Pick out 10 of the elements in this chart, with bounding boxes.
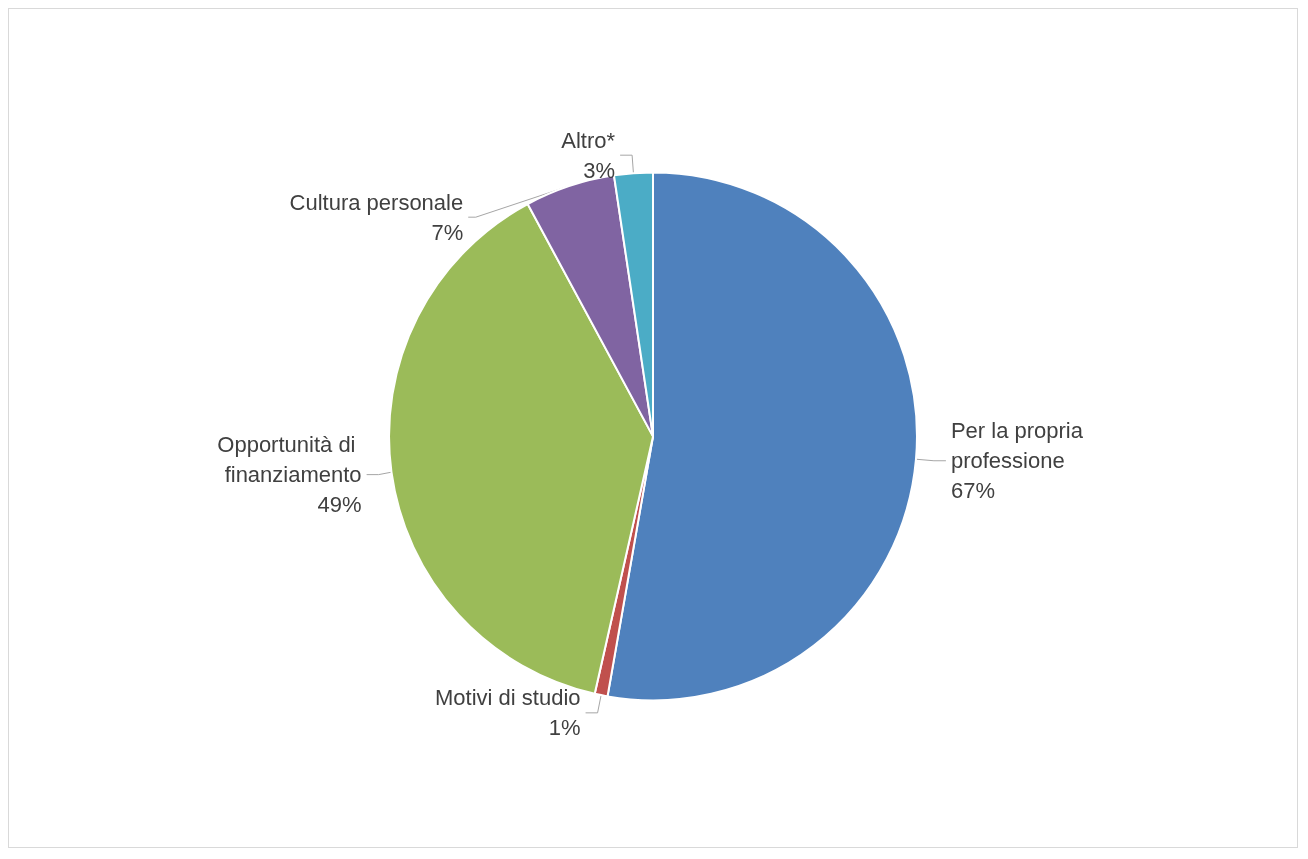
data-label: 7% <box>431 219 464 245</box>
slice-label: Per la propria professione <box>950 418 1090 474</box>
data-label: 49% <box>317 492 362 518</box>
slice-label: Cultura personale <box>289 189 464 215</box>
slice-label: Opportunità di finanziamento <box>217 432 362 488</box>
slice-label: Motivi di studio <box>435 685 581 711</box>
data-label: 1% <box>548 715 581 741</box>
data-label: 3% <box>583 157 616 183</box>
data-label: 67% <box>950 478 995 504</box>
slice-label: Altro* <box>561 127 616 153</box>
